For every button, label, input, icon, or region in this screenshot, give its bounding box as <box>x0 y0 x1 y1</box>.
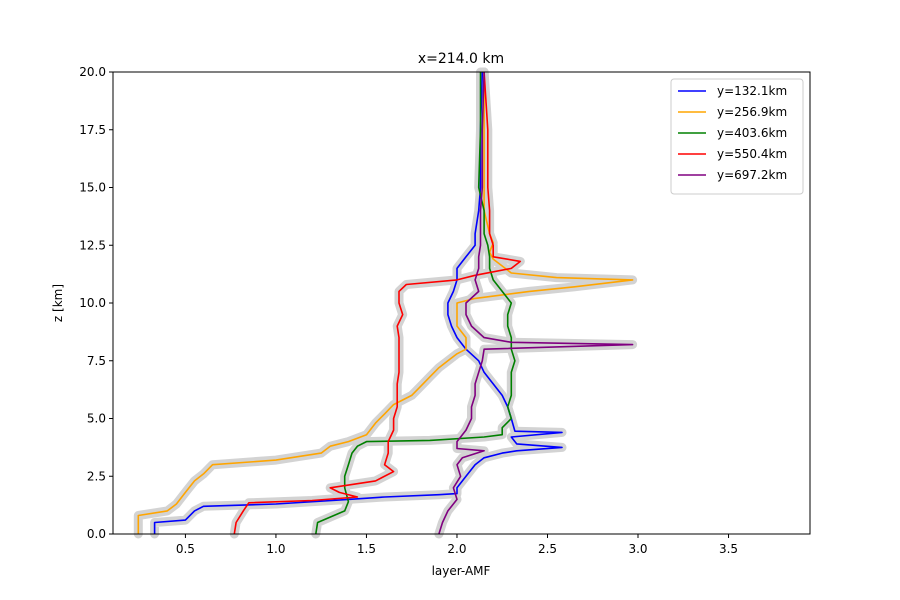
legend-label: y=697.2km <box>717 168 787 182</box>
chart-title: x=214.0 km <box>418 51 504 67</box>
series-lines <box>137 71 634 535</box>
legend: y=132.1km y=256.9km y=403.6km y=550.4km y=69… <box>670 78 804 195</box>
series-line-4 <box>233 71 522 535</box>
x-axis-ticks: 0.5 1.0 1.5 2.0 2.5 3.0 3.5 <box>176 534 738 556</box>
x-tick-label: 0.5 <box>176 542 195 556</box>
y-axis-ticks: 0.0 2.5 5.0 7.5 10.0 12.5 15.0 17.5 20.0 <box>79 65 113 541</box>
y-axis-label: z [km] <box>51 284 65 322</box>
series-line-5 <box>438 71 634 535</box>
series-line-3 <box>315 72 516 535</box>
y-tick-label: 0.0 <box>87 527 106 541</box>
y-tick-label: 5.0 <box>87 412 106 426</box>
x-tick-label: 3.5 <box>719 542 738 556</box>
x-tick-label: 2.0 <box>447 542 466 556</box>
y-tick-label: 17.5 <box>79 123 106 137</box>
y-tick-label: 2.5 <box>87 469 106 483</box>
series-line-2 <box>137 72 634 534</box>
y-tick-label: 10.0 <box>79 296 106 310</box>
series-line-1 <box>153 71 563 534</box>
x-tick-label: 1.0 <box>266 542 285 556</box>
x-axis-label: layer-AMF <box>432 564 491 578</box>
x-tick-label: 1.5 <box>357 542 376 556</box>
legend-box <box>670 78 804 195</box>
x-tick-label: 3.0 <box>628 542 647 556</box>
x-tick-label: 2.5 <box>538 542 557 556</box>
y-tick-label: 20.0 <box>79 65 106 79</box>
legend-label: y=403.6km <box>717 126 787 140</box>
legend-label: y=132.1km <box>717 84 787 98</box>
y-tick-label: 15.0 <box>79 181 106 195</box>
y-tick-label: 12.5 <box>79 238 106 252</box>
y-tick-label: 7.5 <box>87 354 106 368</box>
legend-label: y=256.9km <box>717 105 787 119</box>
legend-label: y=550.4km <box>717 147 787 161</box>
